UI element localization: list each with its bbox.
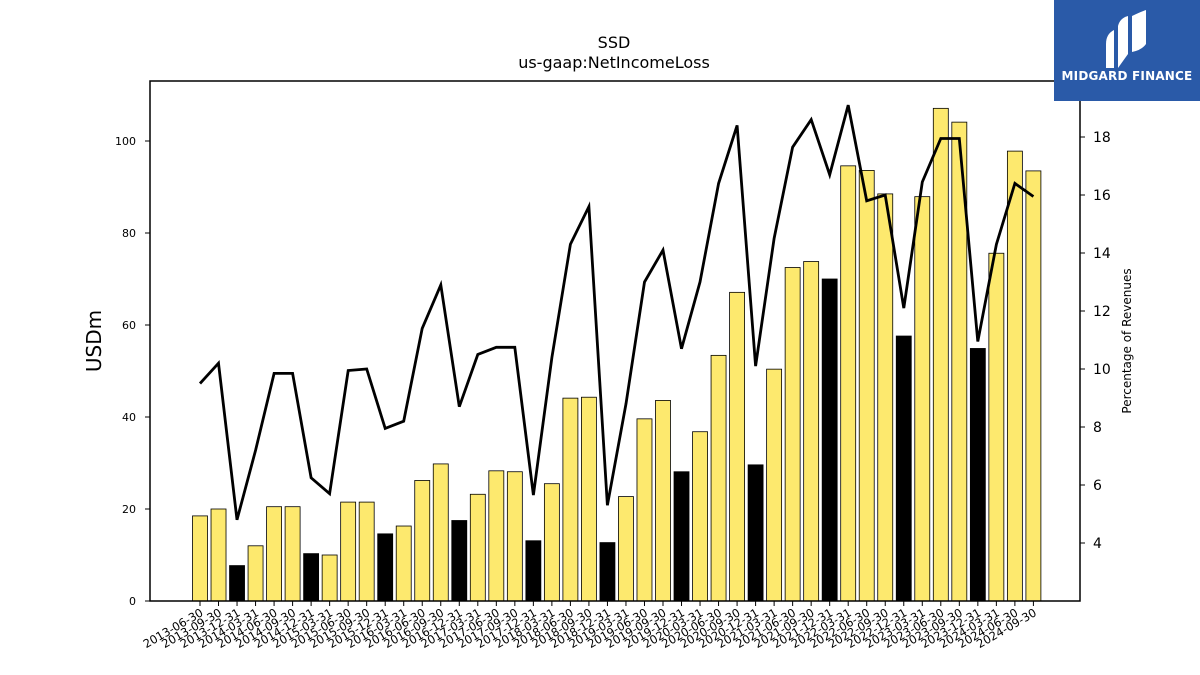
bar-group [192,107,1042,602]
y-tick-label: 0 [129,595,136,608]
bar [284,506,301,602]
bar [895,335,912,602]
bar [710,354,727,602]
y2-tick-label: 14 [1093,246,1111,262]
y2-tick-label: 10 [1093,362,1111,378]
y-tick-label: 40 [122,411,136,424]
midgard-finance-logo: MIDGARD FINANCE [1054,0,1200,101]
y2-tick-label: 8 [1093,420,1102,436]
line-group [198,104,1035,521]
bar [229,565,245,602]
bar [673,471,690,602]
bar [340,501,357,602]
bar [932,107,949,602]
bar [451,520,468,602]
y2-tick-label: 18 [1093,130,1111,146]
bar [803,261,820,602]
bar [655,400,671,602]
bar [377,533,394,602]
midgard-logo-icon [1106,10,1146,68]
logo-text: MIDGARD FINANCE [1061,69,1193,83]
bar [266,506,282,602]
y2-axis-label: Percentage of Revenues [1120,268,1134,413]
bar [247,545,264,602]
bar [469,493,486,602]
left-axis-ticks: 0 20 40 60 80 100 [115,135,150,608]
y2-tick-label: 4 [1093,536,1102,552]
bar [543,483,560,602]
bar [821,278,838,602]
bar [506,471,523,602]
bar [618,496,634,602]
bar [599,542,616,602]
x-axis-ticks: 2013-06-302013-09-302013-12-312014-03-31… [141,601,1039,651]
bar [210,508,227,602]
bar [692,431,708,602]
bar [877,193,894,602]
y-tick-label: 20 [122,503,136,516]
chart-title: SSD [598,33,631,52]
series-line [198,104,1035,521]
bar [1006,150,1023,602]
bar [488,470,505,602]
bar [303,553,320,602]
bar [1025,170,1042,602]
bar [988,252,1005,602]
bar [395,525,412,602]
bar [414,480,431,602]
y2-tick-label: 12 [1093,304,1111,320]
y2-tick-label: 6 [1093,478,1102,494]
bar [636,418,653,602]
bar [562,397,579,602]
bar [784,267,801,602]
bar [914,196,931,602]
y-tick-label: 80 [122,227,136,240]
y2-tick-label: 16 [1093,188,1111,204]
y-tick-label: 100 [115,135,136,148]
plot-frame [149,80,1081,602]
bar [766,368,783,602]
bar [581,396,597,602]
bar [525,540,542,602]
bar [840,165,857,602]
bar [432,463,449,602]
bar [192,515,208,602]
y-axis-label: USDm [82,310,106,372]
right-axis-ticks: 4 6 8 10 12 14 16 18 [1080,130,1111,552]
bar [747,464,764,602]
bar [358,501,375,602]
bar [321,554,338,602]
y-tick-label: 60 [122,319,136,332]
bar [729,291,745,602]
bar [969,348,986,602]
chart-subtitle: us-gaap:NetIncomeLoss [518,53,710,72]
bar [858,170,875,602]
